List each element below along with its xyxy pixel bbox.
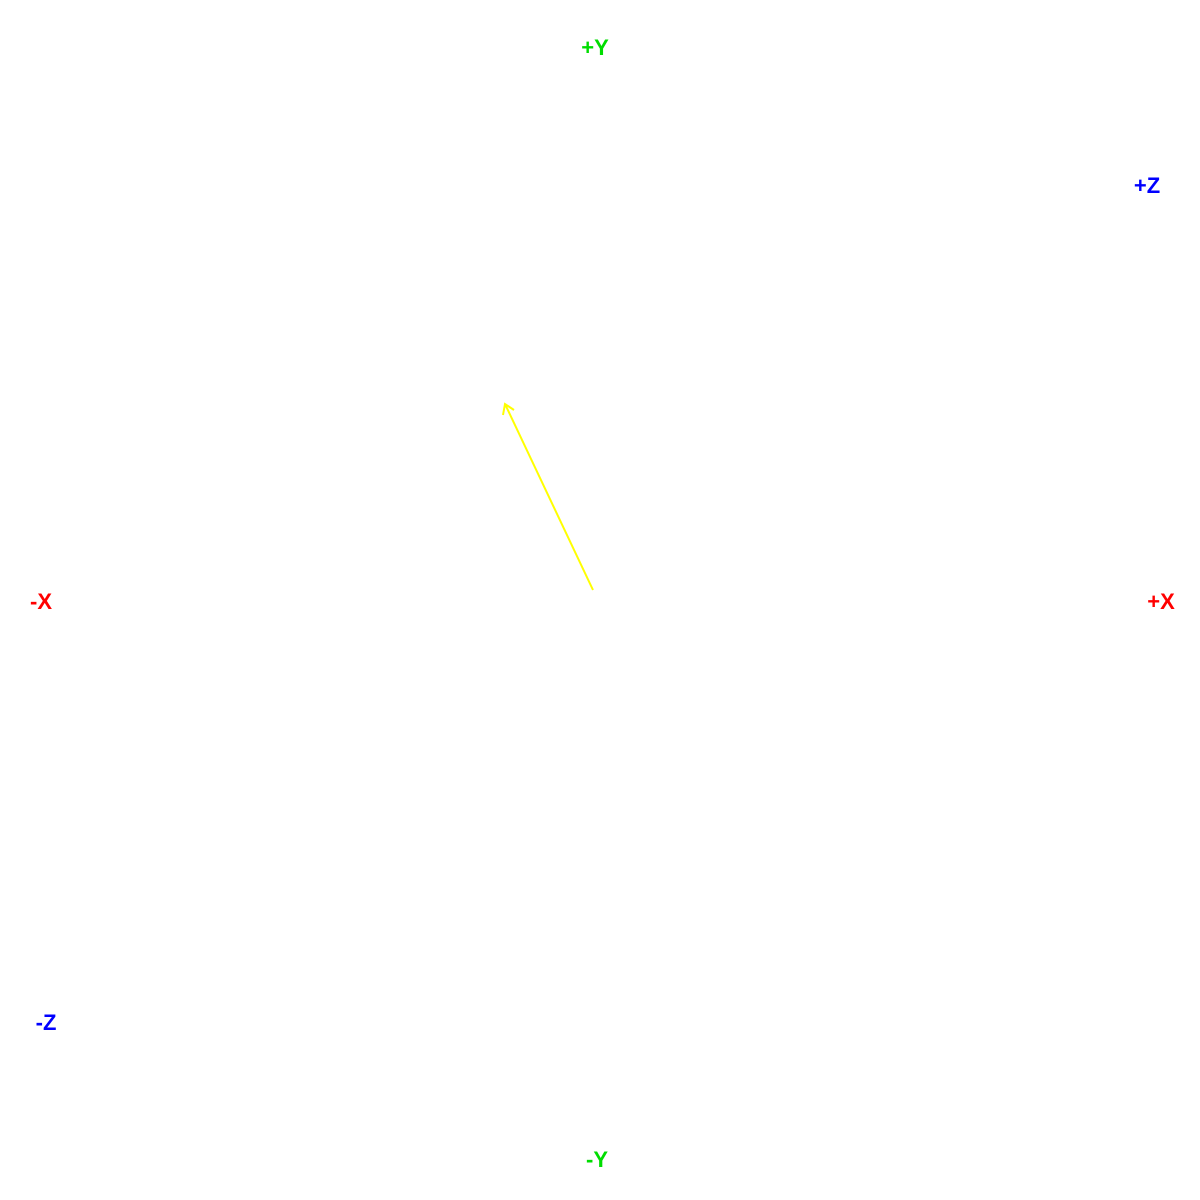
- vector-shaft: [504, 403, 594, 591]
- axis-label-pos-z: +Z: [1133, 173, 1161, 198]
- axis-label-pos-y: +Y: [581, 35, 609, 60]
- vector-arrowhead: [502, 402, 515, 416]
- direction-vector: [502, 402, 594, 591]
- axis-label-pos-x: +X: [1147, 589, 1175, 614]
- axis-label-neg-z: -Z: [35, 1010, 57, 1035]
- axis-label-neg-y: -Y: [586, 1147, 608, 1172]
- axis-label-neg-x: -X: [30, 589, 52, 614]
